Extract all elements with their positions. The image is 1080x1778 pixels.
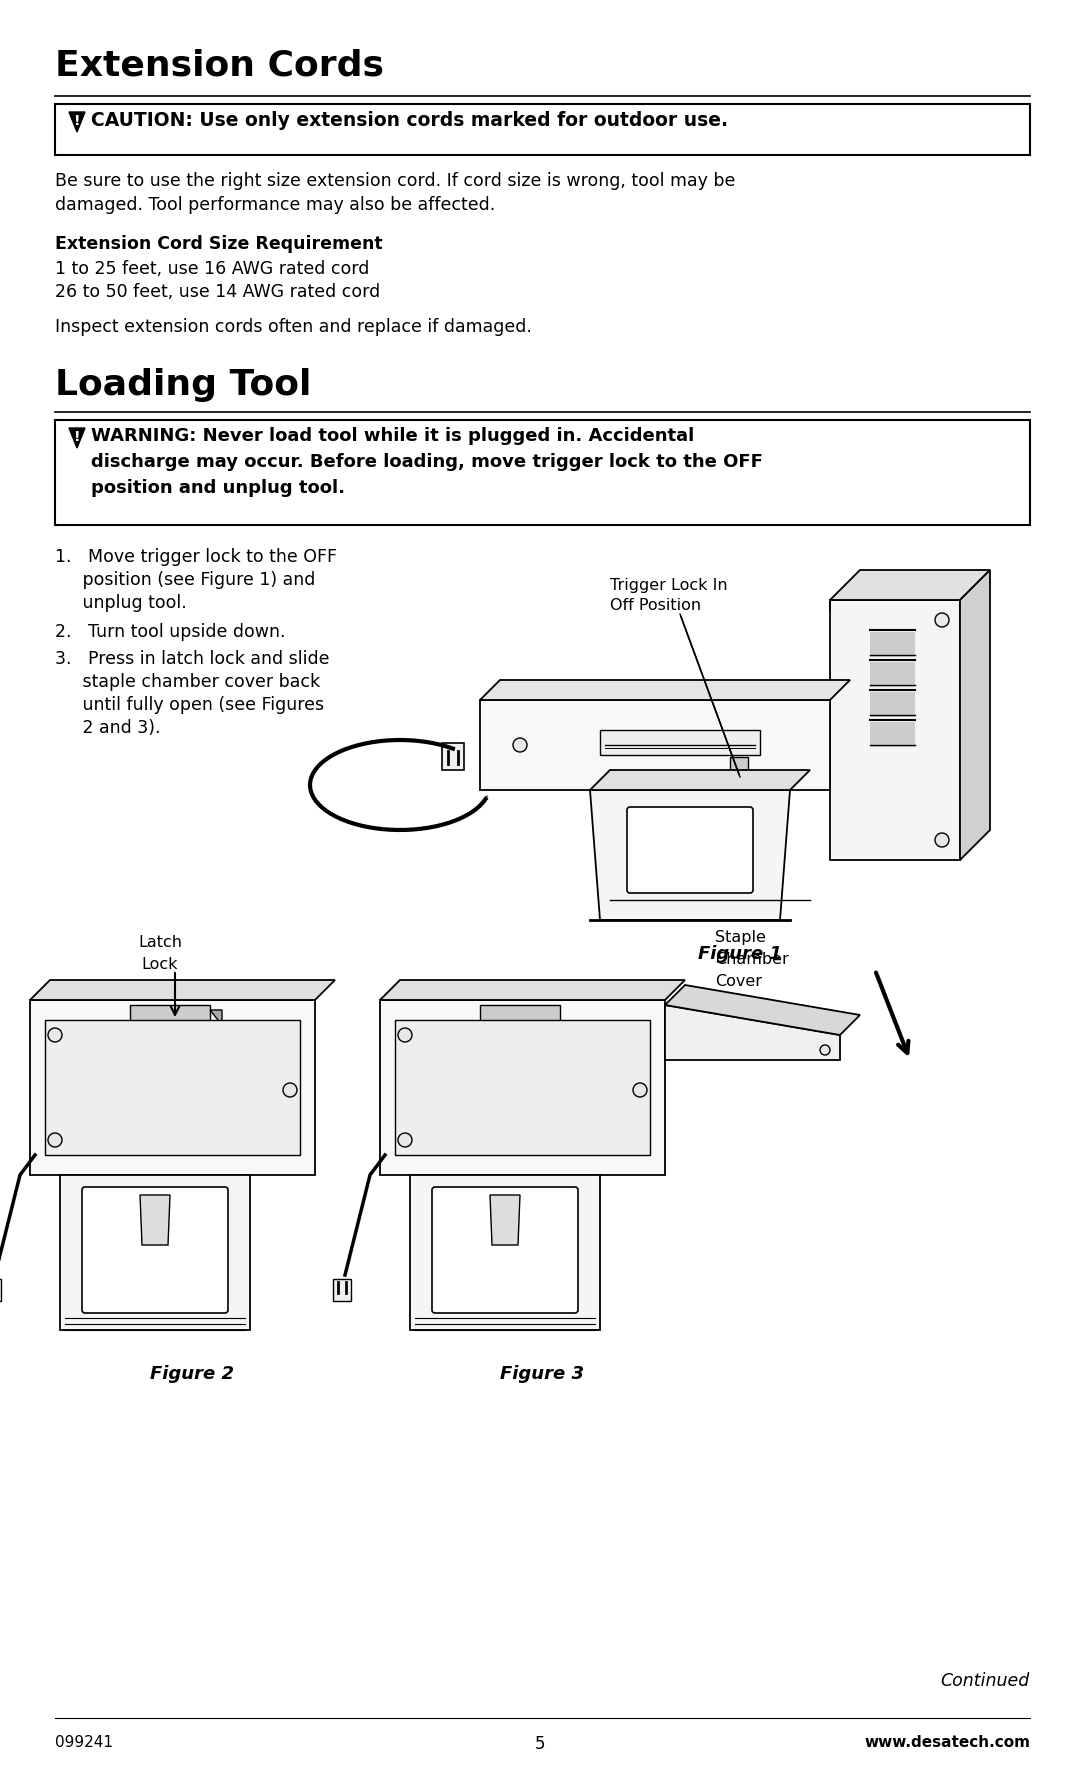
Text: Figure 3: Figure 3	[500, 1366, 584, 1383]
FancyBboxPatch shape	[870, 722, 915, 747]
FancyBboxPatch shape	[730, 757, 748, 775]
Text: Latch: Latch	[138, 935, 183, 949]
FancyBboxPatch shape	[45, 1021, 300, 1156]
Circle shape	[399, 1133, 411, 1147]
Text: Figure 1: Figure 1	[698, 944, 782, 964]
Polygon shape	[69, 428, 85, 448]
Circle shape	[513, 738, 527, 752]
Polygon shape	[210, 1010, 222, 1024]
Polygon shape	[380, 980, 685, 999]
Circle shape	[820, 1045, 831, 1054]
FancyBboxPatch shape	[432, 1188, 578, 1312]
FancyBboxPatch shape	[870, 661, 915, 686]
FancyBboxPatch shape	[82, 1188, 228, 1312]
Text: Cover: Cover	[715, 974, 762, 989]
FancyBboxPatch shape	[55, 103, 1030, 155]
Polygon shape	[665, 985, 860, 1035]
Text: !: !	[73, 114, 80, 128]
Circle shape	[283, 1083, 297, 1097]
FancyBboxPatch shape	[600, 731, 760, 756]
Text: until fully open (see Figures: until fully open (see Figures	[55, 695, 324, 715]
FancyBboxPatch shape	[480, 1005, 561, 1022]
Text: Continued: Continued	[941, 1671, 1030, 1691]
FancyBboxPatch shape	[333, 1278, 351, 1301]
Polygon shape	[831, 599, 960, 861]
FancyBboxPatch shape	[627, 807, 753, 893]
Polygon shape	[590, 789, 789, 919]
Text: Extension Cords: Extension Cords	[55, 48, 384, 82]
Text: discharge may occur. Before loading, move trigger lock to the OFF: discharge may occur. Before loading, mov…	[91, 453, 762, 471]
Text: Figure 2: Figure 2	[150, 1366, 234, 1383]
FancyBboxPatch shape	[55, 420, 1030, 525]
Circle shape	[399, 1028, 411, 1042]
Text: Off Position: Off Position	[610, 597, 701, 613]
Polygon shape	[30, 999, 315, 1175]
Text: !: !	[73, 430, 80, 444]
Polygon shape	[831, 571, 990, 599]
Polygon shape	[30, 980, 335, 999]
Text: 1.   Move trigger lock to the OFF: 1. Move trigger lock to the OFF	[55, 548, 337, 565]
Circle shape	[48, 1133, 62, 1147]
Text: 1 to 25 feet, use 16 AWG rated cord: 1 to 25 feet, use 16 AWG rated cord	[55, 260, 369, 277]
Polygon shape	[960, 571, 990, 861]
Text: 2.   Turn tool upside down.: 2. Turn tool upside down.	[55, 622, 285, 642]
Text: position and unplug tool.: position and unplug tool.	[91, 478, 345, 498]
Text: www.desatech.com: www.desatech.com	[864, 1735, 1030, 1750]
Text: WARNING: Never load tool while it is plugged in. Accidental: WARNING: Never load tool while it is plu…	[91, 427, 694, 444]
Text: 099241: 099241	[55, 1735, 113, 1750]
Text: 5: 5	[535, 1735, 545, 1753]
FancyBboxPatch shape	[130, 1005, 210, 1022]
Circle shape	[935, 834, 949, 846]
Text: Loading Tool: Loading Tool	[55, 368, 311, 402]
FancyBboxPatch shape	[870, 631, 915, 658]
Text: Trigger Lock In: Trigger Lock In	[610, 578, 728, 594]
FancyBboxPatch shape	[870, 692, 915, 717]
Polygon shape	[665, 1005, 840, 1060]
Polygon shape	[60, 1175, 249, 1330]
Text: Extension Cord Size Requirement: Extension Cord Size Requirement	[55, 235, 382, 252]
Text: position (see Figure 1) and: position (see Figure 1) and	[55, 571, 315, 589]
Text: CAUTION: Use only extension cords marked for outdoor use.: CAUTION: Use only extension cords marked…	[91, 110, 728, 130]
Text: unplug tool.: unplug tool.	[55, 594, 187, 612]
Text: Inspect extension cords often and replace if damaged.: Inspect extension cords often and replac…	[55, 318, 531, 336]
Text: damaged. Tool performance may also be affected.: damaged. Tool performance may also be af…	[55, 196, 496, 213]
Text: Staple: Staple	[715, 930, 766, 944]
FancyBboxPatch shape	[395, 1021, 650, 1156]
Text: 2 and 3).: 2 and 3).	[55, 718, 161, 738]
FancyBboxPatch shape	[442, 743, 464, 770]
Circle shape	[935, 613, 949, 628]
Text: Be sure to use the right size extension cord. If cord size is wrong, tool may be: Be sure to use the right size extension …	[55, 172, 735, 190]
Polygon shape	[69, 112, 85, 132]
Polygon shape	[480, 679, 850, 701]
Text: Chamber: Chamber	[715, 951, 788, 967]
Text: staple chamber cover back: staple chamber cover back	[55, 674, 320, 692]
Text: 3.   Press in latch lock and slide: 3. Press in latch lock and slide	[55, 651, 329, 669]
Text: Lock: Lock	[141, 957, 178, 973]
Polygon shape	[490, 1195, 519, 1245]
Polygon shape	[140, 1195, 170, 1245]
Circle shape	[48, 1028, 62, 1042]
Polygon shape	[380, 999, 665, 1175]
Text: 26 to 50 feet, use 14 AWG rated cord: 26 to 50 feet, use 14 AWG rated cord	[55, 283, 380, 300]
Polygon shape	[480, 701, 831, 789]
Circle shape	[633, 1083, 647, 1097]
Polygon shape	[410, 1175, 600, 1330]
Polygon shape	[590, 770, 810, 789]
